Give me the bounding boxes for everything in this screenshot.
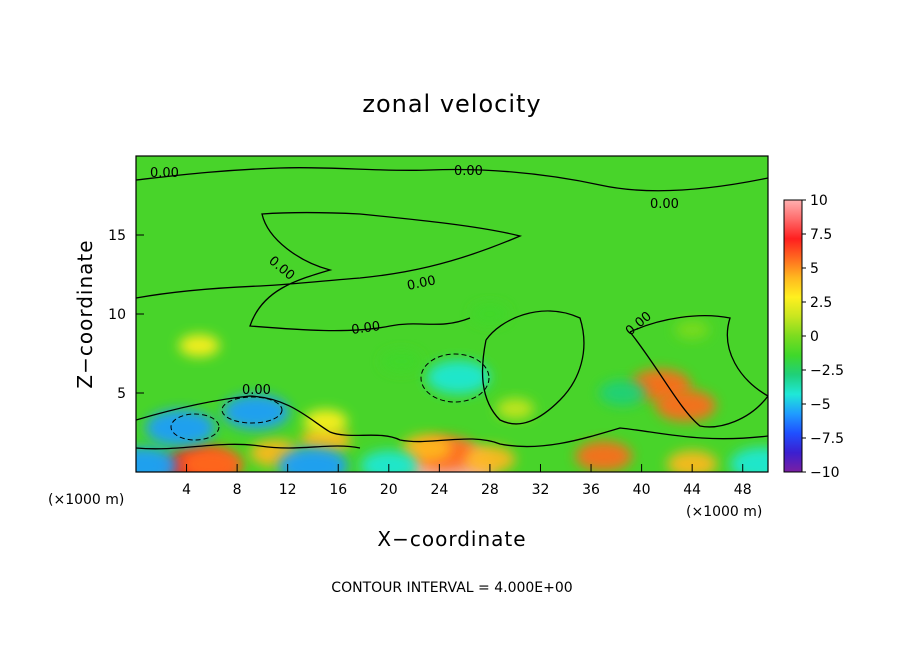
x-tick-label: 48: [734, 482, 752, 498]
x-unit-left: (×1000 m): [48, 492, 124, 508]
colorbar-gradient: [784, 200, 802, 472]
x-tick-label: 32: [532, 482, 550, 498]
contour-negative-mid: [221, 396, 283, 424]
field-blob: [666, 450, 718, 472]
contour-negative-west: [170, 413, 220, 441]
chart-title: zonal velocity: [362, 90, 541, 118]
colorbar-tick-label: −10: [810, 465, 840, 481]
x-tick-label: 4: [182, 482, 191, 498]
field-blob: [464, 445, 516, 472]
contour-label: 0.00: [242, 383, 271, 398]
colorbar-tick-label: 0: [810, 329, 819, 345]
contour-label: 0.00: [650, 197, 679, 212]
field-blob: [471, 303, 509, 325]
colorbar-tick-label: 2.5: [810, 295, 832, 311]
x-tick-label: 20: [380, 482, 398, 498]
field-blob: [426, 360, 490, 395]
x-tick-label: 16: [329, 482, 347, 498]
x-axis: 4 8 12 16 20 24 28 32 36 40 44 48: [182, 464, 752, 498]
y-tick-label: 15: [108, 228, 126, 244]
velocity-field: [136, 303, 768, 472]
contour-lines: [136, 166, 768, 450]
colorbar-ticks: 10 7.5 5 2.5 0 −2.5 −5 −7.5 −10: [802, 193, 844, 481]
field-blob: [136, 447, 178, 472]
x-unit-right: (×1000 m): [686, 504, 762, 520]
contour-label: 0.00: [406, 273, 437, 294]
field-blob: [303, 409, 348, 434]
plot-area: 0.00 0.00 0.00 0.00 0.00 0.00 0.00 0.00: [136, 156, 768, 472]
field-blob: [674, 320, 710, 340]
contour-label: 0.00: [350, 319, 381, 338]
contour-interval-note: CONTOUR INTERVAL = 4.000E+00: [331, 580, 572, 596]
colorbar-tick-label: 5: [810, 261, 819, 277]
colorbar-tick-label: −2.5: [810, 363, 844, 379]
field-blob: [575, 441, 633, 472]
field-blob: [180, 447, 244, 472]
field-blob: [278, 447, 348, 472]
colorbar: 10 7.5 5 2.5 0 −2.5 −5 −7.5 −10: [783, 193, 844, 481]
field-blob: [730, 447, 768, 472]
field-blob: [599, 380, 647, 406]
x-tick-label: 24: [430, 482, 448, 498]
field-blob: [222, 394, 290, 430]
x-axis-label: X−coordinate: [377, 527, 526, 551]
field-blob: [360, 450, 418, 472]
field-blob: [145, 409, 216, 447]
colorbar-tick-label: 7.5: [810, 227, 832, 243]
field-blob: [655, 389, 716, 422]
y-tick-label: 10: [108, 307, 126, 323]
x-tick-label: 36: [582, 482, 600, 498]
contour-label: 0.00: [454, 164, 483, 179]
contour-negative-center: [420, 353, 490, 403]
colorbar-tick-label: −5: [810, 397, 831, 413]
contour-negative: [170, 353, 490, 441]
field-blob: [178, 334, 220, 357]
contour-zero-base: [136, 443, 361, 450]
x-tick-label: 40: [633, 482, 651, 498]
x-tick-label: 8: [233, 482, 242, 498]
colorbar-tick-label: 10: [810, 193, 828, 209]
contour-zero-right: [481, 310, 585, 425]
x-tick-label: 44: [683, 482, 701, 498]
x-tick-label: 28: [481, 482, 499, 498]
contour-zero-top: [136, 166, 768, 192]
field-blob: [381, 350, 422, 373]
colorbar-tick-label: −7.5: [810, 431, 844, 447]
field-blob: [496, 398, 534, 420]
x-tick-label: 12: [279, 482, 297, 498]
contour-zero-mid: [136, 211, 523, 332]
contour-label: 0.00: [150, 166, 179, 181]
y-tick-label: 5: [117, 386, 126, 402]
contour-zero-lower: [136, 395, 768, 448]
y-axis-label: Z−coordinate: [73, 239, 97, 388]
y-axis: 5 10 15: [108, 228, 144, 402]
